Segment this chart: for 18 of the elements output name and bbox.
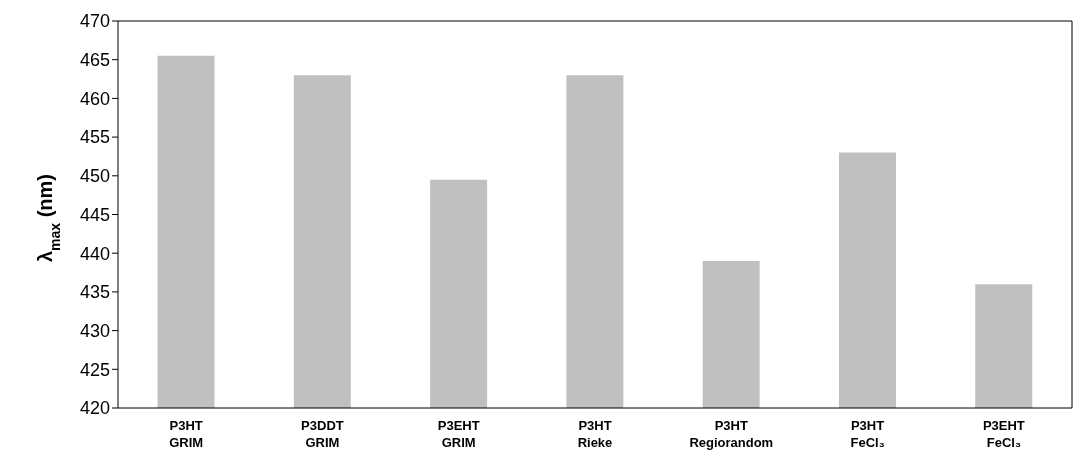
y-tick-label: 450 xyxy=(79,166,110,187)
y-tick-label: 470 xyxy=(79,11,110,32)
y-tick-label: 430 xyxy=(79,320,110,341)
y-tick-label: 445 xyxy=(79,204,110,225)
y-tick-label: 455 xyxy=(79,127,110,148)
x-tick-label: P3HT Rieke xyxy=(577,418,613,450)
y-tick-label: 435 xyxy=(79,282,110,303)
y-tick-label: 465 xyxy=(79,50,110,71)
x-tick-label: P3HT Regiorandom xyxy=(689,418,774,450)
x-tick-label: P3DDT GRIM xyxy=(301,418,344,450)
y-tick-label: 460 xyxy=(79,88,110,109)
x-tick-label: P3EHT GRIM xyxy=(437,418,480,450)
x-tick-label: P3HT GRIM xyxy=(169,418,204,450)
y-tick-label: 425 xyxy=(79,359,110,380)
y-tick-label: 440 xyxy=(79,243,110,264)
y-tick-label: 420 xyxy=(79,398,110,419)
x-tick-label: P3EHT FeCl₃ xyxy=(982,418,1025,450)
x-tick-label: P3HT FeCl₃ xyxy=(850,418,885,450)
